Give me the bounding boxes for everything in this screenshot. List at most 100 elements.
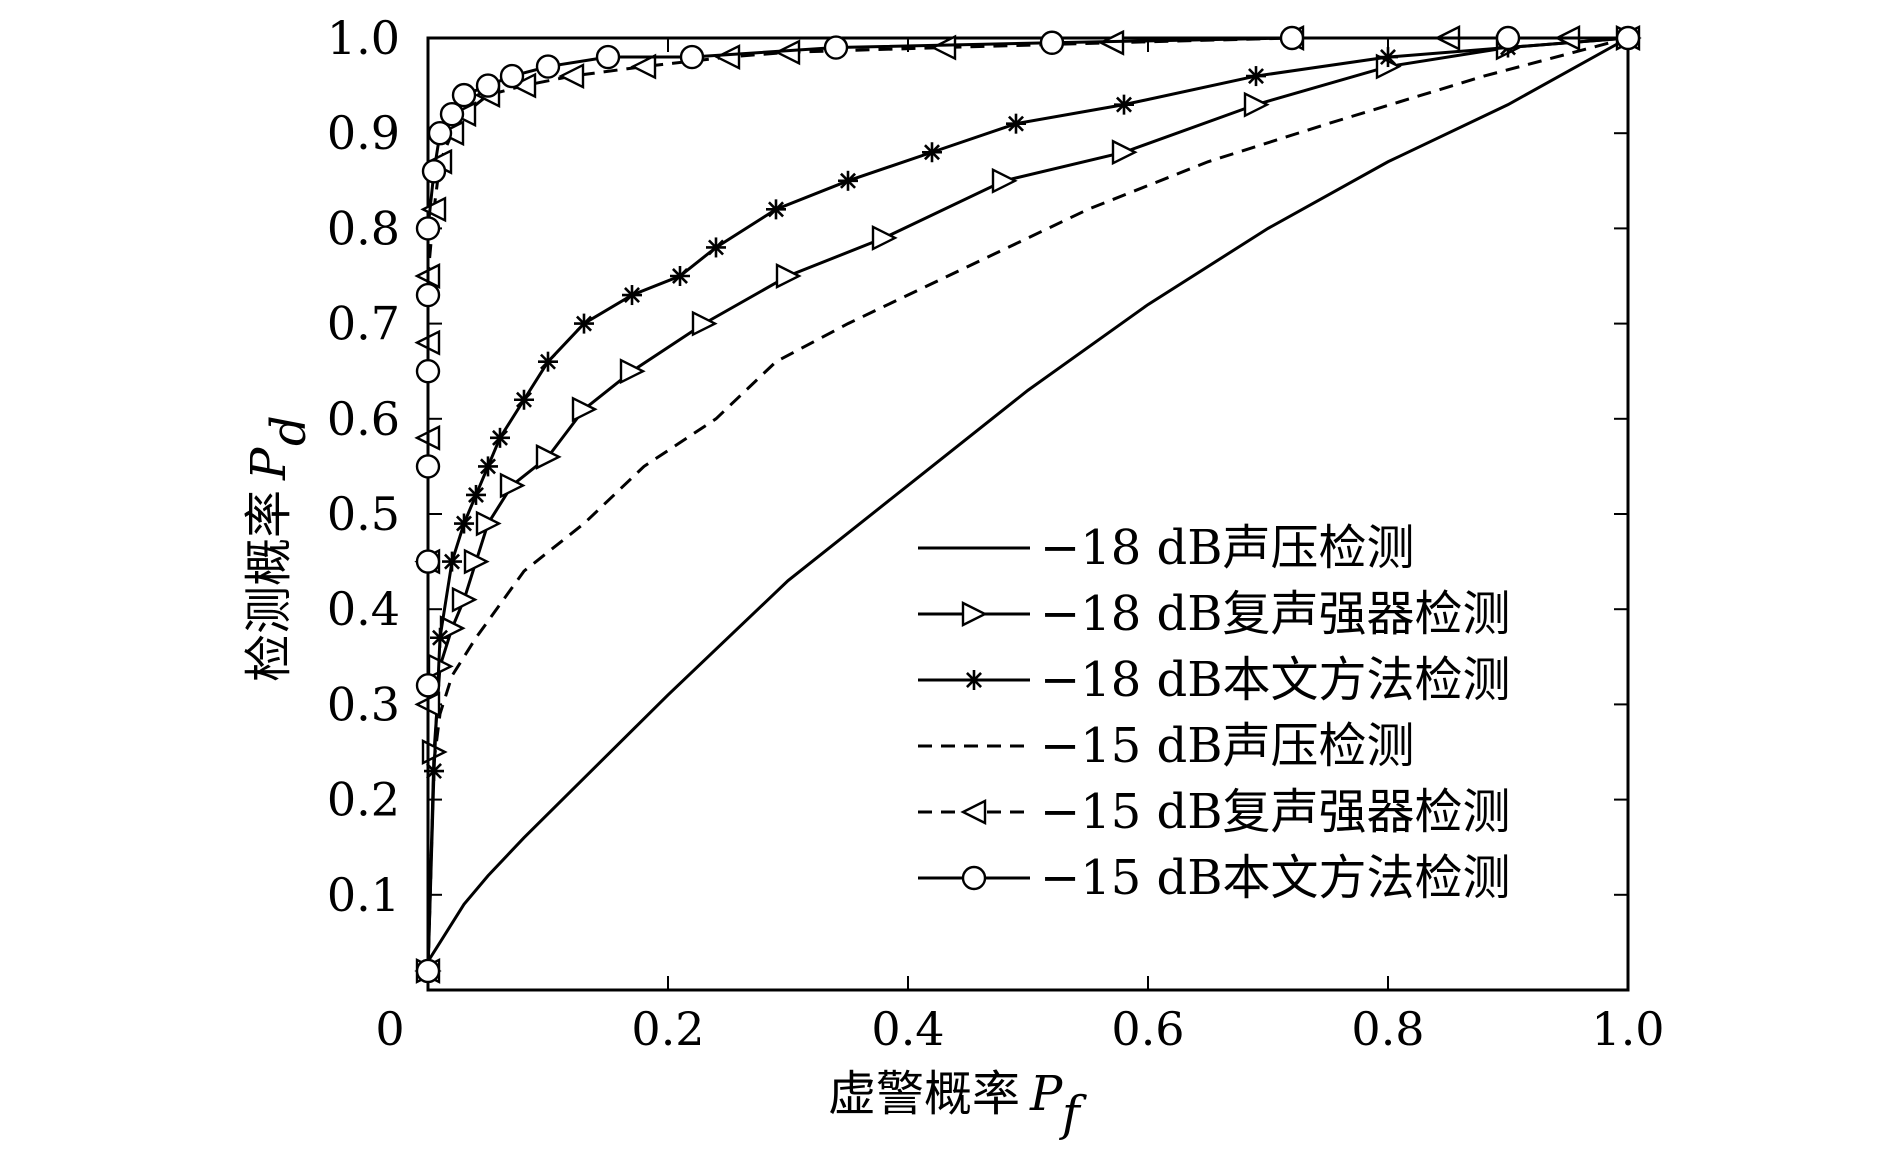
y-tick-label: 0.2 — [327, 773, 400, 827]
data-point-triangle-right — [1111, 139, 1138, 166]
data-point-circle — [439, 101, 465, 127]
data-point-star — [454, 513, 474, 534]
data-point-triangle-right — [463, 548, 490, 575]
y-axis: 0.1 0.2 0.3 0.4 0.5 0.6 0.7 0.8 0.9 1.0 — [327, 11, 1628, 922]
legend-item-1: −18 dB声压检测 — [918, 520, 1415, 576]
data-point-triangle-left — [930, 34, 957, 61]
data-point-circle — [823, 35, 849, 60]
y-axis-symbol: P — [241, 447, 297, 481]
series-4 — [426, 36, 1629, 972]
data-point-circle — [1495, 25, 1521, 51]
x-origin-label: 0 — [375, 1002, 404, 1056]
y-tick-label: 0.6 — [327, 392, 400, 446]
data-point-triangle-right — [691, 310, 718, 337]
legend-item-2: −18 dB复声强器检测 — [918, 586, 1511, 642]
data-point-circle — [415, 216, 441, 241]
x-axis-title: 虚警概率 P f — [828, 1066, 1087, 1142]
data-point-triangle-right — [991, 167, 1018, 194]
data-point-circle — [1039, 30, 1065, 55]
data-point-triangle-left — [558, 63, 585, 90]
y-tick-label: 0.8 — [327, 201, 400, 255]
data-point-circle — [415, 958, 441, 984]
data-point-star — [766, 199, 786, 220]
data-point-star — [838, 170, 858, 191]
data-point-circle — [415, 549, 441, 574]
series-line — [426, 36, 1629, 972]
data-point-triangle-left — [420, 196, 447, 223]
data-point-star — [466, 484, 486, 505]
x-tick-label: 1.0 — [1591, 1002, 1664, 1056]
data-point-circle — [415, 359, 441, 384]
legend-item-3: −18 dB本文方法检测 — [918, 652, 1511, 708]
plot-area — [426, 36, 1630, 992]
y-tick-label: 0.1 — [327, 868, 400, 922]
data-point-triangle-right — [871, 224, 898, 251]
series-1 — [426, 36, 1629, 963]
data-point-circle — [475, 73, 501, 98]
legend-label: −18 dB本文方法检测 — [1040, 652, 1511, 708]
legend-item-4: −15 dB声压检测 — [918, 718, 1415, 774]
series-layer — [414, 25, 1642, 984]
data-point-star — [514, 389, 534, 410]
data-point-triangle-left — [630, 53, 657, 80]
x-axis-symbol: P — [1029, 1066, 1063, 1122]
data-point-triangle-right — [475, 510, 502, 537]
data-point-circle — [961, 865, 987, 891]
data-point-star — [670, 266, 690, 286]
y-axis-symbol-subscript: d — [261, 415, 317, 446]
legend-label: −15 dB本文方法检测 — [1040, 850, 1511, 906]
data-point-star — [1246, 66, 1266, 87]
x-tick-label: 0.2 — [631, 1002, 704, 1056]
data-point-circle — [415, 282, 441, 308]
series-2 — [415, 25, 1642, 984]
legend-item-5: −15 dB复声强器检测 — [918, 784, 1511, 840]
data-point-triangle-right — [1243, 91, 1270, 118]
y-tick-label: 0.4 — [327, 582, 400, 636]
y-axis-title: 检测概率 P d — [241, 415, 317, 682]
legend-label: −15 dB复声强器检测 — [1040, 784, 1511, 840]
legend-label: −18 dB声压检测 — [1040, 520, 1415, 576]
data-point-circle — [451, 82, 477, 108]
data-point-triangle-right — [619, 358, 646, 385]
data-point-triangle-right — [499, 472, 526, 499]
data-point-star — [1006, 113, 1026, 134]
data-point-triangle-left — [960, 799, 987, 825]
data-point-circle — [421, 159, 447, 184]
data-point-circle — [415, 454, 441, 479]
y-tick-label: 0.7 — [327, 297, 400, 351]
x-axis-label: 虚警概率 — [828, 1066, 1020, 1122]
x-axis: 0.2 0.4 0.6 0.8 1.0 — [631, 38, 1665, 1056]
data-point-circle — [595, 44, 621, 70]
data-point-star — [706, 237, 726, 258]
data-point-star — [538, 351, 558, 372]
series-line — [426, 36, 1629, 963]
data-point-circle — [1615, 25, 1641, 51]
data-point-star — [478, 456, 498, 477]
data-point-triangle-right — [571, 396, 598, 423]
data-point-star — [430, 627, 450, 648]
data-point-triangle-right — [961, 601, 988, 627]
x-axis-symbol-subscript: f — [1059, 1086, 1087, 1142]
data-point-triangle-left — [510, 72, 537, 99]
data-point-circle — [1279, 25, 1305, 51]
data-point-star — [622, 285, 642, 306]
legend-label: −18 dB复声强器检测 — [1040, 586, 1511, 642]
data-point-triangle-left — [774, 39, 801, 66]
data-point-triangle-right — [775, 263, 802, 289]
y-tick-label: 0.9 — [327, 106, 400, 160]
data-point-circle — [415, 673, 441, 698]
data-point-triangle-left — [714, 44, 741, 70]
series-6 — [415, 25, 1641, 984]
legend-label: −15 dB声压检测 — [1040, 718, 1415, 774]
data-point-circle — [535, 54, 561, 79]
data-point-circle — [499, 63, 525, 89]
data-point-star — [574, 313, 594, 334]
data-point-star — [964, 670, 984, 690]
y-axis-label: 检测概率 — [241, 490, 297, 682]
x-tick-label: 0.6 — [1111, 1002, 1184, 1056]
legend-item-6: −15 dB本文方法检测 — [918, 850, 1511, 906]
x-tick-label: 0.4 — [871, 1002, 944, 1056]
legend: −18 dB声压检测 −18 dB复声强器检测 −18 dB本文方法检测 −15 dB… — [918, 520, 1511, 906]
data-point-star — [490, 427, 510, 448]
